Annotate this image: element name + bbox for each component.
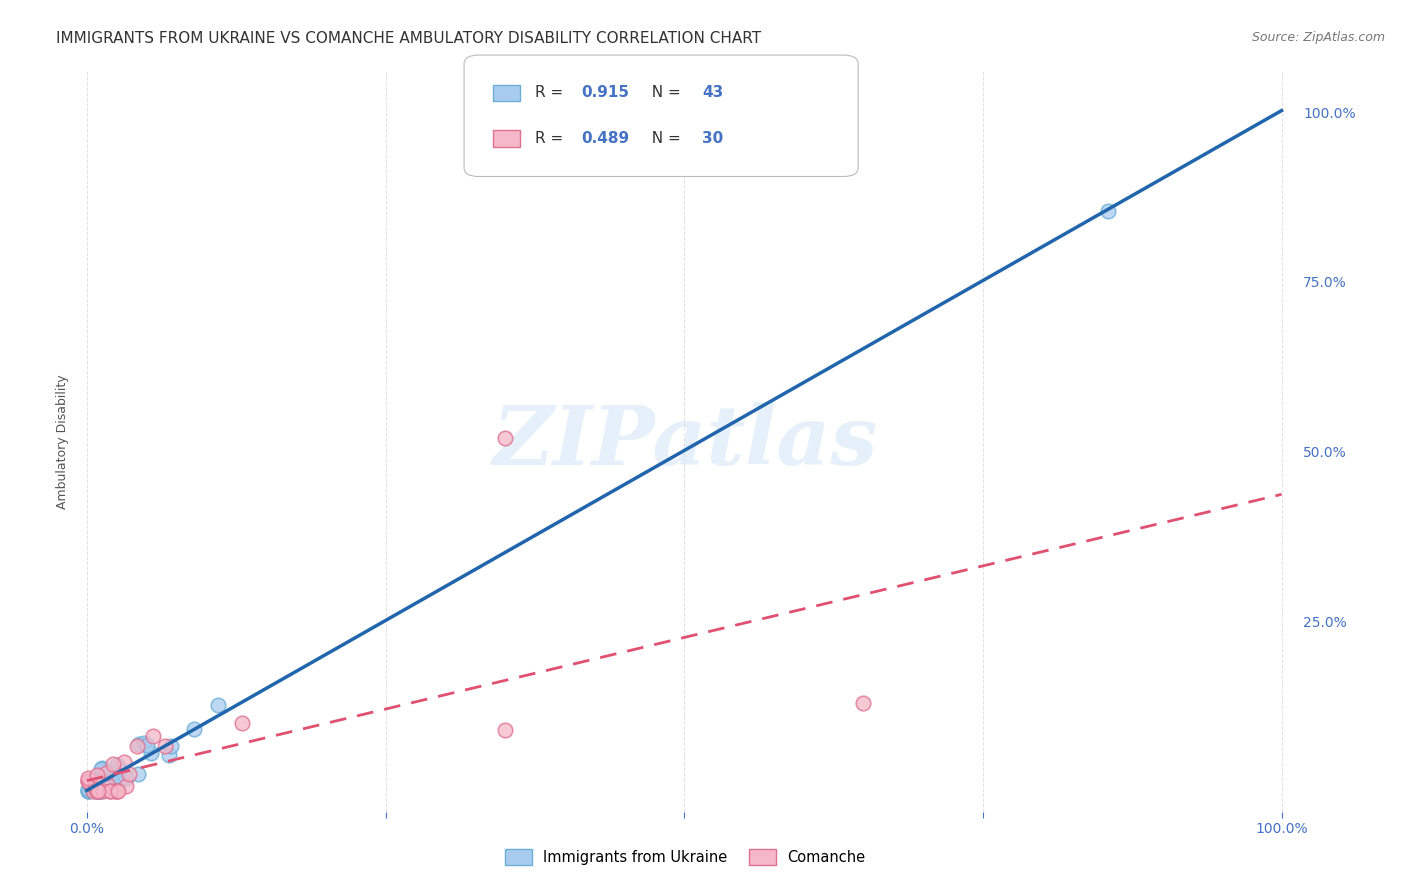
Point bbox=[83, 781, 105, 796]
Point bbox=[96, 777, 118, 791]
Point bbox=[77, 773, 100, 788]
Point bbox=[231, 716, 253, 731]
Text: 0.489: 0.489 bbox=[581, 131, 628, 146]
Point bbox=[1097, 203, 1119, 218]
Point bbox=[90, 777, 112, 791]
Point bbox=[89, 781, 111, 796]
Text: N =: N = bbox=[641, 86, 685, 101]
Text: ZIPatlas: ZIPatlas bbox=[492, 401, 879, 482]
Point bbox=[84, 783, 107, 797]
Point bbox=[107, 769, 129, 783]
Point bbox=[108, 762, 131, 776]
Point bbox=[77, 783, 100, 797]
Point bbox=[89, 783, 111, 797]
Point bbox=[494, 723, 516, 738]
Point bbox=[105, 783, 128, 797]
Point bbox=[118, 766, 141, 780]
Point bbox=[77, 771, 100, 785]
Point bbox=[77, 783, 100, 797]
Point bbox=[104, 783, 127, 797]
FancyBboxPatch shape bbox=[494, 85, 520, 101]
Point bbox=[86, 783, 108, 797]
Point bbox=[127, 766, 149, 780]
Point bbox=[128, 737, 150, 751]
Point bbox=[93, 777, 115, 791]
Point bbox=[87, 783, 110, 797]
Point bbox=[494, 431, 516, 445]
Point bbox=[103, 774, 125, 789]
Point bbox=[105, 757, 128, 772]
Text: 0.915: 0.915 bbox=[581, 86, 628, 101]
Point bbox=[100, 765, 122, 780]
Point bbox=[112, 755, 135, 769]
Text: R =: R = bbox=[534, 86, 568, 101]
Point bbox=[96, 765, 118, 780]
Point bbox=[207, 698, 229, 712]
Point bbox=[79, 776, 101, 790]
Point bbox=[91, 783, 114, 797]
Point bbox=[93, 763, 115, 777]
Point bbox=[134, 736, 156, 750]
Point bbox=[107, 783, 129, 797]
Point bbox=[83, 773, 105, 788]
Point bbox=[142, 729, 165, 743]
Point bbox=[89, 783, 111, 797]
Point bbox=[86, 768, 108, 782]
Point bbox=[100, 773, 122, 788]
Point bbox=[104, 783, 127, 797]
Legend: Immigrants from Ukraine, Comanche: Immigrants from Ukraine, Comanche bbox=[499, 844, 872, 871]
Point bbox=[111, 771, 134, 785]
FancyBboxPatch shape bbox=[464, 55, 858, 177]
Point bbox=[852, 696, 875, 710]
Point bbox=[115, 771, 138, 785]
Point bbox=[90, 783, 112, 797]
Point bbox=[87, 783, 110, 797]
Point bbox=[79, 779, 101, 793]
Point bbox=[125, 739, 148, 753]
Text: 30: 30 bbox=[703, 131, 724, 146]
Point bbox=[183, 723, 205, 737]
Point bbox=[90, 762, 112, 776]
Point bbox=[77, 773, 100, 788]
Point bbox=[135, 738, 157, 752]
Text: 43: 43 bbox=[703, 86, 724, 101]
Point bbox=[98, 783, 121, 797]
Y-axis label: Ambulatory Disability: Ambulatory Disability bbox=[56, 375, 69, 508]
Point bbox=[157, 747, 180, 762]
Text: R =: R = bbox=[534, 131, 568, 146]
Point bbox=[141, 746, 163, 760]
Point bbox=[83, 777, 105, 791]
Point bbox=[153, 739, 176, 753]
Point bbox=[80, 782, 103, 797]
Point bbox=[115, 779, 138, 793]
Point bbox=[96, 772, 118, 787]
Text: N =: N = bbox=[641, 131, 685, 146]
Point bbox=[86, 783, 108, 797]
Point bbox=[86, 783, 108, 797]
Point bbox=[90, 761, 112, 775]
Point bbox=[101, 756, 124, 771]
Point bbox=[91, 776, 114, 790]
Point bbox=[82, 782, 104, 797]
Point bbox=[86, 781, 108, 796]
Point bbox=[77, 781, 100, 796]
FancyBboxPatch shape bbox=[494, 130, 520, 146]
Text: IMMIGRANTS FROM UKRAINE VS COMANCHE AMBULATORY DISABILITY CORRELATION CHART: IMMIGRANTS FROM UKRAINE VS COMANCHE AMBU… bbox=[56, 31, 762, 46]
Point bbox=[159, 739, 181, 753]
Text: Source: ZipAtlas.com: Source: ZipAtlas.com bbox=[1251, 31, 1385, 45]
Point bbox=[77, 783, 100, 797]
Point bbox=[82, 783, 104, 797]
Point bbox=[80, 779, 103, 793]
Point bbox=[98, 783, 121, 797]
